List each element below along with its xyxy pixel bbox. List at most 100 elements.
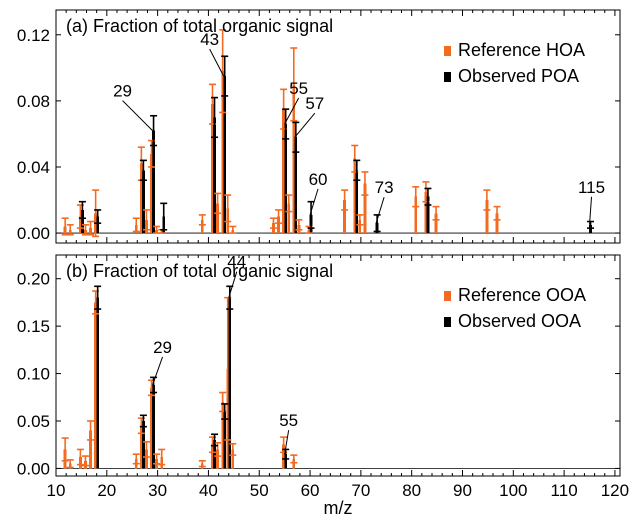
reference-errorbar: [198, 214, 206, 226]
reference-errorbar: [285, 194, 293, 213]
reference-errorbar: [87, 220, 95, 236]
reference-errorbar: [153, 453, 161, 465]
reference-errorbar: [412, 186, 420, 208]
panel-title: (a) Fraction of total organic signal: [66, 16, 333, 36]
panel-title: (b) Fraction of total organic signal: [66, 261, 333, 281]
observed-errorbar: [150, 114, 158, 147]
observed-bar: [152, 130, 155, 234]
reference-bar: [216, 449, 219, 469]
legend-swatch: [444, 72, 451, 82]
annotation-leader: [589, 196, 593, 225]
x-tick-label: 100: [499, 481, 527, 500]
annotation-label: 73: [375, 178, 394, 197]
annotation-label: 115: [578, 178, 605, 197]
reference-errorbar: [198, 460, 206, 468]
observed-errorbar: [94, 209, 102, 224]
observed-errorbar: [307, 200, 315, 229]
x-tick-label: 20: [97, 481, 116, 500]
reference-bar: [485, 200, 489, 234]
reference-errorbar: [76, 448, 84, 466]
reference-errorbar: [341, 189, 349, 211]
observed-errorbar: [78, 200, 86, 220]
x-tick-label: 70: [351, 481, 370, 500]
x-tick-label: 90: [453, 481, 472, 500]
reference-errorbar: [275, 209, 283, 224]
annotation-label: 29: [153, 338, 172, 357]
y-tick-label: 0.00: [17, 224, 50, 243]
reference-bar: [358, 219, 362, 234]
y-tick-label: 0.08: [17, 92, 50, 111]
y-tick-label: 0.15: [17, 317, 50, 336]
x-tick-label: 80: [402, 481, 421, 500]
reference-errorbar: [158, 448, 166, 466]
reference-bar: [277, 216, 280, 234]
reference-bar: [231, 449, 235, 469]
observed-errorbar: [94, 285, 102, 310]
observed-bar: [141, 420, 145, 469]
observed-bar: [141, 170, 145, 234]
reference-bar: [414, 196, 418, 234]
observed-errorbar: [221, 55, 229, 97]
reference-errorbar: [66, 224, 74, 236]
observed-bar: [284, 454, 288, 469]
annotation-leader: [309, 188, 319, 216]
annotation-label: 60: [309, 170, 328, 189]
x-tick-label: 50: [250, 481, 269, 500]
observed-errorbar: [373, 214, 381, 233]
reference-bar: [211, 444, 214, 469]
reference-errorbar: [224, 194, 232, 223]
reference-errorbar: [132, 453, 140, 465]
reference-bar: [353, 158, 357, 234]
reference-bar: [363, 183, 367, 234]
observed-errorbar: [150, 376, 158, 394]
y-tick-label: 0.00: [17, 459, 50, 478]
legend-label: Observed OOA: [458, 311, 581, 331]
reference-errorbar: [219, 29, 227, 114]
legend-label: Reference HOA: [458, 40, 585, 60]
annotation-leader: [152, 356, 164, 386]
annotation-label: 29: [113, 82, 132, 101]
annotation-label: 43: [200, 30, 219, 49]
observed-bar: [152, 384, 155, 469]
observed-bar: [223, 76, 227, 234]
reference-bar: [495, 213, 499, 234]
y-tick-label: 0.05: [17, 412, 50, 431]
reference-errorbar: [269, 217, 277, 229]
reference-bar: [211, 104, 214, 234]
reference-bar: [434, 213, 438, 234]
y-tick-label: 0.20: [17, 270, 50, 289]
reference-errorbar: [295, 219, 303, 231]
panel-b: 0.00 0.05 0.10 0.15 0.20 10 20 30 40 50 60 70 80 90 10…: [17, 253, 629, 500]
reference-bar: [282, 109, 286, 234]
observed-bar: [96, 216, 100, 234]
annotation-leader: [122, 100, 153, 131]
reference-errorbar: [290, 454, 298, 464]
reference-errorbar: [92, 189, 100, 238]
reference-bar: [94, 302, 98, 469]
observed-errorbar: [211, 96, 219, 139]
observed-bar: [294, 137, 298, 234]
reference-errorbar: [214, 192, 222, 215]
observed-errorbar: [292, 121, 300, 153]
x-tick-label: 40: [199, 481, 218, 500]
reference-errorbar: [132, 217, 140, 233]
reference-bar: [292, 458, 296, 469]
reference-errorbar: [229, 225, 237, 234]
legend-label: Observed POA: [458, 66, 579, 86]
reference-errorbar: [229, 442, 237, 456]
reference-errorbar: [81, 455, 89, 467]
annotation-label: 44: [227, 253, 246, 272]
reference-bar: [89, 430, 92, 469]
observed-errorbar: [211, 433, 219, 447]
observed-bar: [589, 224, 592, 234]
y-tick-label: 0.04: [17, 158, 50, 177]
legend-swatch: [444, 291, 451, 301]
annotation-leader: [209, 48, 225, 77]
x-tick-label: 110: [551, 481, 578, 500]
reference-bar: [200, 219, 204, 234]
reference-errorbar: [142, 441, 150, 458]
reference-errorbar: [493, 205, 501, 221]
reference-bar: [150, 153, 153, 234]
observed-errorbar: [160, 202, 168, 231]
